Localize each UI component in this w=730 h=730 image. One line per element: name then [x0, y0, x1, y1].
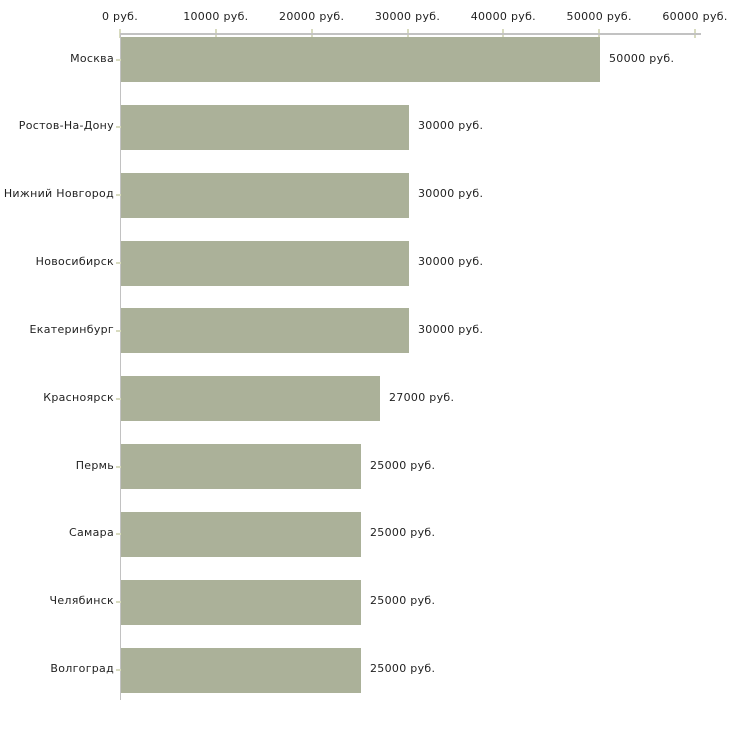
- y-axis-tick: [116, 194, 121, 197]
- bar-value-label: 25000 руб.: [370, 458, 436, 472]
- x-axis-tick-label: 0 руб.: [101, 10, 139, 23]
- category-label: Пермь: [75, 458, 114, 472]
- bar-value-label: 30000 руб.: [418, 187, 484, 201]
- y-axis-tick: [116, 262, 121, 265]
- bar-value-label: 30000 руб.: [418, 255, 484, 269]
- bar: [121, 240, 409, 286]
- y-axis-tick: [116, 397, 121, 400]
- bar-value-label: 25000 руб.: [370, 662, 436, 676]
- category-label: Екатеринбург: [29, 322, 114, 336]
- category-label: Нижний Новгород: [3, 187, 114, 201]
- x-axis-line: [120, 33, 701, 35]
- bar: [121, 647, 361, 693]
- bar-value-label: 50000 руб.: [609, 51, 675, 65]
- category-label: Новосибирск: [35, 255, 114, 269]
- y-axis-tick: [116, 58, 121, 61]
- y-axis-tick: [116, 669, 121, 672]
- category-label: Москва: [70, 51, 114, 65]
- bar: [121, 511, 361, 557]
- category-label: Волгоград: [50, 662, 114, 676]
- category-label: Самара: [69, 526, 114, 540]
- y-axis-tick: [116, 329, 121, 332]
- bar: [121, 579, 361, 625]
- bar: [121, 308, 409, 354]
- bar-value-label: 25000 руб.: [370, 594, 436, 608]
- bar-value-label: 30000 руб.: [418, 119, 484, 133]
- x-axis-tick-label: 20000 руб.: [279, 10, 345, 23]
- bar: [121, 444, 361, 490]
- y-axis-tick: [116, 533, 121, 536]
- bar-value-label: 30000 руб.: [418, 322, 484, 336]
- x-axis-tick-label: 30000 руб.: [374, 10, 441, 23]
- bar-value-label: 27000 руб.: [389, 390, 455, 404]
- x-axis-tick-label: 10000 руб.: [183, 10, 249, 23]
- bar: [121, 376, 380, 422]
- bar: [121, 172, 409, 218]
- x-axis-tick-label: 50000 руб.: [566, 10, 632, 23]
- bar: [121, 37, 600, 82]
- category-label: Красноярск: [43, 390, 114, 404]
- y-axis-tick: [116, 465, 121, 468]
- bar: [121, 104, 409, 150]
- y-axis-tick: [116, 601, 121, 604]
- y-axis-line: [120, 33, 121, 700]
- y-axis-tick: [116, 126, 121, 129]
- category-label: Челябинск: [49, 594, 114, 608]
- bar-value-label: 25000 руб.: [370, 526, 436, 540]
- x-axis-tick-label: 40000 руб.: [470, 10, 536, 23]
- x-axis-tick-label: 60000 руб.: [662, 10, 728, 23]
- category-label: Ростов-На-Дону: [18, 119, 114, 133]
